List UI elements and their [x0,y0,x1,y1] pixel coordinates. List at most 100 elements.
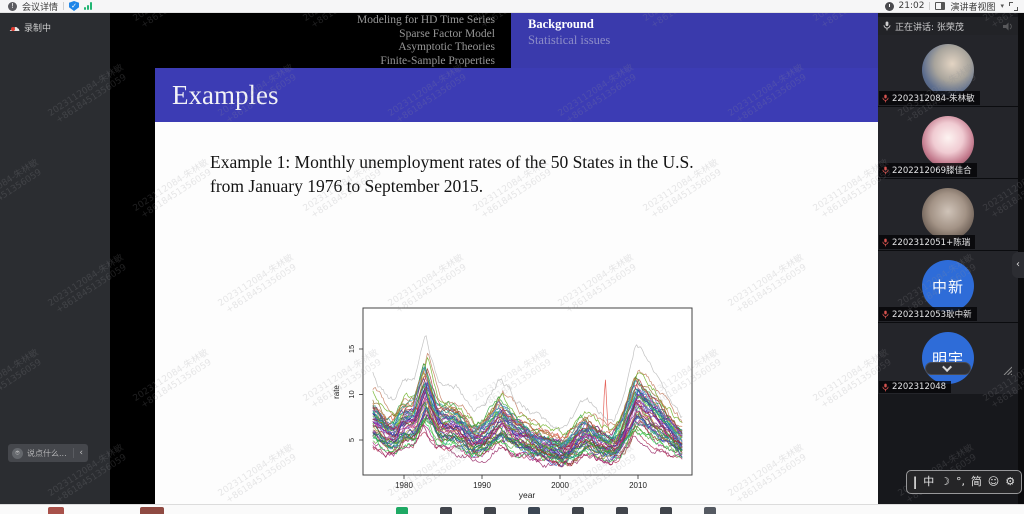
svg-text:2010: 2010 [629,481,647,490]
slide-header-right: Background Statistical issues [511,13,878,68]
view-mode-caret-icon[interactable]: ▾ [1000,2,1004,10]
bottom-toolbar-cropped[interactable] [0,504,1024,514]
slide-body: Example 1: Monthly unemployment rates of… [155,122,878,504]
muted-mic-icon [882,383,889,391]
ime-button[interactable]: ⚙ [1005,475,1016,488]
avatar [922,116,974,168]
panel-collapse-button[interactable] [925,362,971,375]
left-panel: ☁ 录制中 ⌾ 说点什么... ‹ [0,13,110,504]
participant-tile[interactable]: 2202212069滕佳合 [878,107,1018,178]
ime-button[interactable]: ☽ [940,475,951,488]
muted-mic-icon [882,310,889,318]
participant-name-tag: 2202312053耿中新 [879,307,977,321]
slide-section-title: Background [528,17,594,31]
slide-section-subtitle: Statistical issues [528,33,611,47]
panel-expand-tab[interactable]: ‹ [1012,252,1024,278]
cropped-toolbar-icon[interactable] [528,507,540,514]
participant-name: 2202312048 [892,382,947,392]
participant-name: 2202312053耿中新 [892,310,972,320]
slide-header-line: Modeling for HD Time Series [357,14,495,26]
svg-text:5: 5 [347,438,356,442]
ime-button[interactable]: 简 [970,475,982,488]
cropped-icon[interactable] [48,507,64,514]
participant-name: 2202312084-朱林敏 [892,94,975,104]
svg-text:2000: 2000 [551,481,569,490]
mic-icon [883,21,891,31]
participant-name: 2202212069滕佳合 [892,166,972,176]
svg-text:1990: 1990 [473,481,491,490]
participant-tile[interactable]: 中新 2202312053耿中新 [878,251,1018,322]
cloud-recording-icon: ☁ [9,22,20,33]
network-signal-icon[interactable] [84,2,93,10]
slide-header-left: Modeling for HD Time Series Sparse Factor… [110,13,511,68]
ime-button[interactable]: °, [955,475,965,488]
participant-tile[interactable]: 2202312051+陈瑞 [878,179,1018,250]
view-mode-dropdown[interactable]: 演讲者视图 [950,2,996,13]
svg-text:10: 10 [347,390,356,398]
meeting-info-icon[interactable]: ! [8,1,17,11]
speaker-icon [1003,22,1012,30]
muted-mic-icon [882,166,889,174]
clock-icon [884,1,894,11]
meeting-time: 21:02 [898,1,925,11]
unemployment-line-chart: 1980 1990 2000 2010 5 10 15 year rate [330,300,710,500]
cropped-toolbar-icon[interactable] [704,507,716,514]
recording-indicator: ☁ 录制中 [9,21,51,35]
cropped-icon[interactable] [140,507,164,514]
fullscreen-icon[interactable] [1009,1,1018,11]
participant-name: 2202312051+陈瑞 [892,238,971,248]
cropped-toolbar-icon[interactable] [616,507,628,514]
slide-title: Examples [172,80,279,110]
slide-title-banner: Examples [155,68,878,122]
participant-tile[interactable]: 2202312084-朱林敏 [878,35,1018,106]
svg-text:1980: 1980 [395,481,413,490]
chart-svg: 1980 1990 2000 2010 5 10 15 year rate [332,307,693,500]
participant-name-tag: 2202312084-朱林敏 [879,91,980,105]
divider [929,2,931,10]
svg-text:15: 15 [347,345,356,353]
security-shield-icon[interactable]: ✓ [69,1,80,11]
chart-xlabel: year [519,490,536,500]
muted-mic-icon [882,94,889,102]
cropped-toolbar-icon[interactable] [572,507,584,514]
cropped-toolbar-icon[interactable] [484,507,496,514]
participant-name-tag: 2202212069滕佳合 [879,163,977,177]
ime-button[interactable]: ☺ [987,475,1000,488]
cropped-toolbar-icon[interactable] [660,507,672,514]
participant-name-tag: 2202312048 [879,381,952,393]
participant-name-tag: 2202312051+陈瑞 [879,235,976,249]
resize-handle[interactable] [1002,365,1012,375]
top-status-bar: ! 会议详情 ✓ 21:02 演讲者视图 ▾ [0,0,1024,13]
chart-ylabel: rate [332,385,341,399]
slide-header-line: Sparse Factor Model [399,27,495,40]
ime-toolbar[interactable]: | 中 ☽ °, 简 ☺ ⚙ [906,470,1022,494]
chat-collapse-icon[interactable]: ‹ [79,448,83,458]
ime-button[interactable]: 中 [923,475,935,488]
chat-quick-input[interactable]: ⌾ 说点什么... ‹ [8,444,88,462]
avatar: 中新 [922,260,974,312]
chat-placeholder[interactable]: 说点什么... [27,448,67,458]
speaking-label: 正在讲话: 张荣茂 [895,22,964,33]
slide-header-line: Asymptotic Theories [398,41,495,53]
participants-panel: 正在讲话: 张荣茂 2202312084-朱林敏 2202212069滕佳合 220… [878,13,1018,504]
muted-mic-icon [882,238,889,246]
layout-view-icon [935,2,946,10]
chat-bubble-icon: ⌾ [12,447,23,459]
speaking-indicator-bar: 正在讲话: 张荣茂 [878,17,1018,35]
ime-cursor: | [912,475,918,489]
meeting-detail-button[interactable]: 会议详情 [22,2,59,13]
avatar [922,188,974,240]
slide-body-text: Example 1: Monthly unemployment rates of… [210,152,694,196]
avatar: 明宇 [922,332,974,384]
participant-tiles: 2202312084-朱林敏 2202212069滕佳合 2202312051+陈瑞… [878,35,1018,394]
cropped-toolbar-icon[interactable] [440,507,452,514]
chevron-down-icon [941,362,952,373]
divider [73,448,75,458]
avatar [922,44,974,96]
cropped-toolbar-icon[interactable] [396,507,408,514]
slide-header-line: Finite-Sample Properties [380,54,495,67]
participant-tile[interactable]: 明宇 2202312048 [878,323,1018,394]
divider [63,2,65,10]
shared-screen-stage: Modeling for HD Time Series Sparse Factor… [110,13,878,504]
